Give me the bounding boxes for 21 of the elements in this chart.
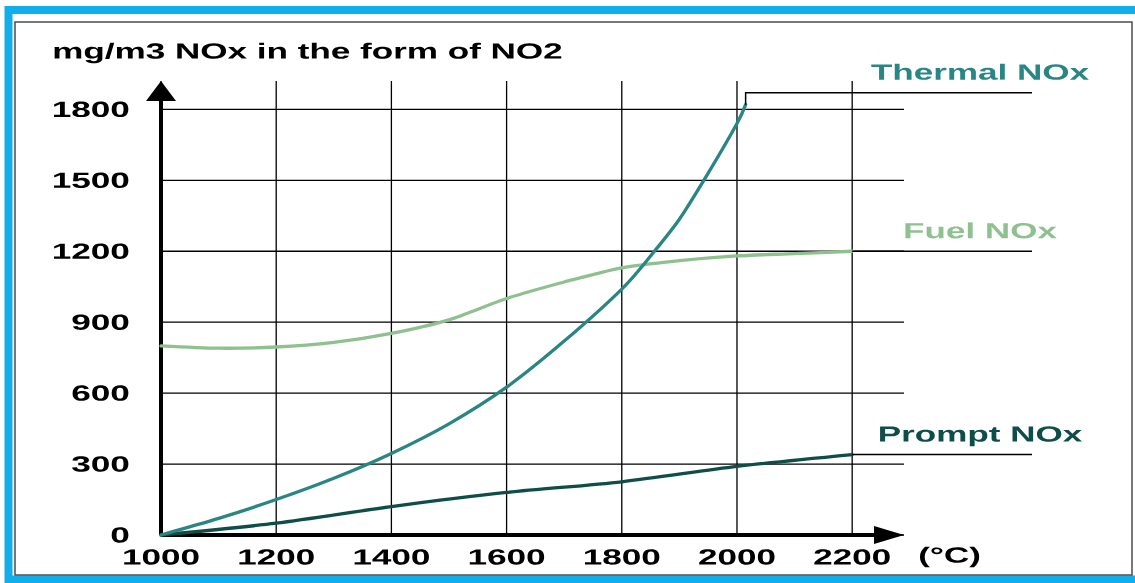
y-tick-label: 1200 [54, 243, 129, 259]
x-tick-label: 2000 [699, 549, 775, 565]
y-tick-label: 900 [72, 314, 129, 330]
series-label: Prompt NOx [880, 426, 1083, 447]
y-tick-label: 300 [72, 456, 129, 472]
x-tick-label: 1400 [354, 549, 429, 565]
y-tick-label: 600 [72, 385, 129, 401]
x-tick-label: 1200 [239, 549, 314, 565]
y-tick-label: 1800 [54, 101, 129, 118]
text: Fuel NOx [905, 222, 1057, 239]
x-axis-title: (°C) [919, 546, 980, 568]
line-series [159, 102, 748, 537]
text: Thermal NOx [871, 63, 1089, 80]
y-tick-label: 1500 [54, 172, 129, 189]
x-tick-label: 1600 [469, 549, 545, 565]
x-tick-label: 1800 [584, 549, 660, 565]
y-tick-label: 0 [111, 527, 129, 543]
line-series [159, 249, 854, 350]
x-tick-label: 2200 [814, 549, 890, 565]
y-axis-title: mg/m3 NOx in the form of NO2 [54, 42, 562, 64]
x-tick-label: 1000 [124, 549, 199, 565]
